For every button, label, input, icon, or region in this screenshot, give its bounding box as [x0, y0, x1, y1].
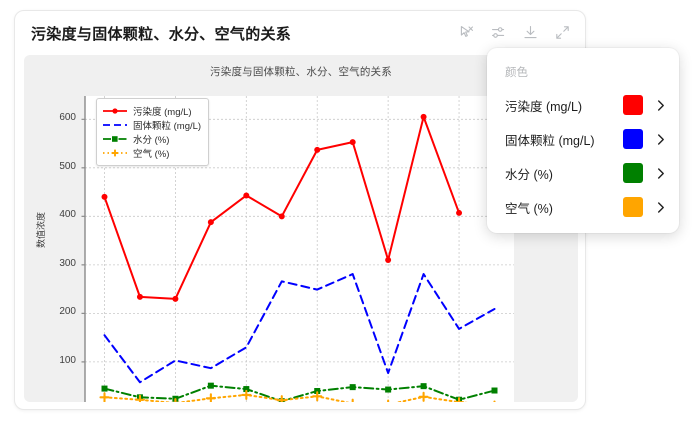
color-swatch[interactable]: [623, 95, 643, 115]
y-tick-label: 100: [59, 354, 76, 366]
y-tick-label: 500: [59, 160, 76, 172]
chevron-right-icon[interactable]: [655, 201, 665, 213]
download-icon[interactable]: [521, 23, 539, 41]
y-tick-label: 400: [59, 209, 76, 221]
color-panel-label: 污染度 (mg/L): [505, 99, 583, 114]
y-tick-label: 600: [59, 112, 76, 124]
legend-item[interactable]: 污染度 (mg/L): [102, 104, 201, 118]
color-panel: 颜色 污染度 (mg/L) 固体颗粒 (mg/L) 水分 (%) 空气 (%): [487, 48, 679, 233]
chart-title-text: 污染度与固体颗粒、水分、空气的关系: [210, 66, 392, 78]
legend-label: 水分 (%): [133, 135, 170, 146]
color-panel-row[interactable]: 水分 (%): [487, 156, 679, 190]
legend-label: 空气 (%): [133, 149, 170, 160]
color-panel-title: 颜色: [505, 67, 528, 79]
card-header: 污染度与固体颗粒、水分、空气的关系: [15, 11, 585, 55]
color-panel-label: 水分 (%): [505, 167, 553, 182]
color-swatch[interactable]: [623, 163, 643, 183]
chart-svg: [85, 96, 514, 402]
page-title: 污染度与固体颗粒、水分、空气的关系: [31, 25, 292, 43]
expand-icon[interactable]: [553, 23, 571, 41]
lasso-select-icon[interactable]: [457, 23, 475, 41]
chart-legend: 污染度 (mg/L) 固体颗粒 (mg/L) 水分 (%): [96, 98, 210, 166]
color-swatch[interactable]: [623, 129, 643, 149]
legend-item[interactable]: 固体颗粒 (mg/L): [102, 118, 201, 132]
y-tick-label: 300: [59, 257, 76, 269]
plot-area: 污染度与固体颗粒、水分、空气的关系 数值浓度 时间 (月份) 010020030…: [24, 55, 578, 402]
legend-swatch-line: [103, 108, 127, 114]
legend-item[interactable]: 水分 (%): [102, 132, 201, 146]
chevron-right-icon[interactable]: [655, 99, 665, 111]
color-panel-label: 固体颗粒 (mg/L): [505, 133, 595, 148]
color-panel-rows: 污染度 (mg/L) 固体颗粒 (mg/L) 水分 (%) 空气 (%): [487, 88, 679, 224]
color-panel-row[interactable]: 污染度 (mg/L): [487, 88, 679, 122]
legend-swatch-line: [103, 124, 127, 126]
color-swatch[interactable]: [623, 197, 643, 217]
series-group: [99, 113, 498, 402]
legend-label: 固体颗粒 (mg/L): [133, 121, 202, 132]
chevron-right-icon[interactable]: [655, 133, 665, 145]
legend-swatch-line: [103, 136, 127, 142]
legend-item[interactable]: 空气 (%): [102, 146, 201, 160]
legend-swatch-line: [103, 149, 127, 157]
color-panel-row[interactable]: 固体颗粒 (mg/L): [487, 122, 679, 156]
chart-title: 污染度与固体颗粒、水分、空气的关系: [24, 64, 578, 79]
sliders-icon[interactable]: [489, 23, 507, 41]
chart-toolbar: [457, 23, 571, 41]
color-panel-label: 空气 (%): [505, 201, 553, 216]
chevron-right-icon[interactable]: [655, 167, 665, 179]
color-panel-row[interactable]: 空气 (%): [487, 190, 679, 224]
legend-label: 污染度 (mg/L): [133, 107, 192, 118]
y-tick-label: 200: [59, 306, 76, 318]
